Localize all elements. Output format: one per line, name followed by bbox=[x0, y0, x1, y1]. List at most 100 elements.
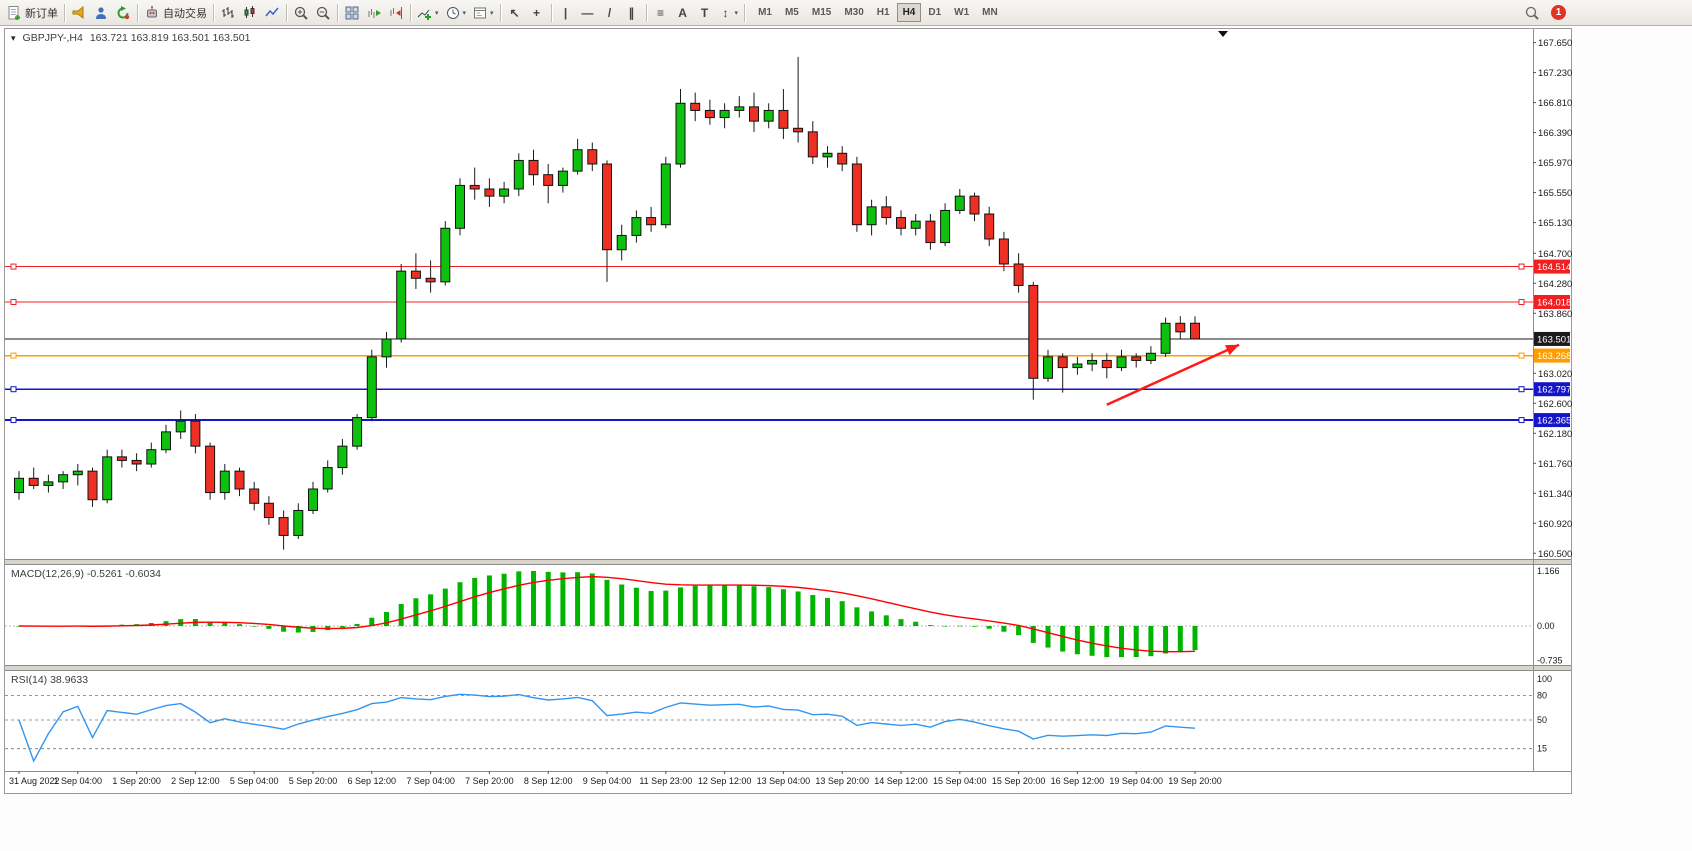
timeframe-button-m30[interactable]: M30 bbox=[844, 7, 864, 18]
svg-text:163.268: 163.268 bbox=[1537, 351, 1571, 362]
svg-text:19 Sep 20:00: 19 Sep 20:00 bbox=[1168, 776, 1222, 786]
timeframe-button-d1[interactable]: D1 bbox=[928, 7, 942, 18]
clock-icon bbox=[446, 6, 459, 19]
new-order-label: 新订单 bbox=[25, 7, 58, 20]
crosshair-button[interactable]: + bbox=[526, 2, 548, 23]
price-badge bbox=[1534, 382, 1570, 397]
svg-text:163.860: 163.860 bbox=[1538, 309, 1572, 320]
templates-button[interactable]: ▾ bbox=[469, 2, 497, 23]
rsi-line bbox=[18, 693, 1196, 763]
zoom-in-button[interactable] bbox=[290, 2, 312, 23]
autoscroll-button[interactable] bbox=[363, 2, 385, 23]
text-button[interactable]: A bbox=[672, 2, 694, 23]
autotrading-button[interactable]: 自动交易 bbox=[141, 2, 210, 23]
chart-shift-icon bbox=[390, 6, 402, 19]
chart-title: ▾ GBPJPY-,H4 163.721 163.819 163.501 163… bbox=[11, 32, 250, 44]
svg-text:31 Aug 2022: 31 Aug 2022 bbox=[9, 776, 60, 786]
notification-badge[interactable]: 1 bbox=[1551, 5, 1566, 20]
fibonacci-icon: ≡ bbox=[657, 5, 665, 20]
chevron-down-icon: ▾ bbox=[490, 9, 494, 17]
toolbar-separator bbox=[645, 3, 647, 22]
vertical-line-button[interactable]: | bbox=[555, 2, 577, 23]
price-badge bbox=[1534, 331, 1570, 346]
candlestick-chart-button[interactable] bbox=[239, 2, 261, 23]
new-order-button[interactable]: 新订单 bbox=[3, 2, 61, 23]
toolbar-separator bbox=[337, 3, 338, 22]
svg-text:50: 50 bbox=[1537, 715, 1547, 725]
label-button[interactable]: T bbox=[694, 2, 716, 23]
trendline-icon: / bbox=[607, 5, 612, 20]
trendline-button[interactable]: / bbox=[599, 2, 621, 23]
price-badge bbox=[1534, 295, 1570, 309]
application: 新订单 自动交易 bbox=[0, 0, 1692, 794]
timeframe-button-m5[interactable]: M5 bbox=[784, 7, 799, 18]
profile-button[interactable] bbox=[90, 2, 112, 23]
bar-chart-button[interactable] bbox=[217, 2, 239, 23]
channel-button[interactable]: ∥ bbox=[621, 2, 643, 23]
fibonacci-button[interactable]: ≡ bbox=[650, 2, 672, 23]
cursor-icon: ↖ bbox=[509, 5, 520, 20]
svg-text:-0.735: -0.735 bbox=[1537, 656, 1563, 666]
svg-text:164.280: 164.280 bbox=[1538, 279, 1572, 290]
horizontal-lines[interactable] bbox=[5, 266, 1533, 422]
chart-shift-marker[interactable] bbox=[1218, 31, 1228, 37]
svg-text:166.810: 166.810 bbox=[1538, 98, 1572, 109]
refresh-button[interactable] bbox=[112, 2, 134, 23]
profile-icon bbox=[96, 6, 106, 19]
svg-text:163.020: 163.020 bbox=[1538, 369, 1572, 380]
line-chart-icon bbox=[265, 7, 279, 16]
svg-text:7 Sep 20:00: 7 Sep 20:00 bbox=[465, 776, 514, 786]
timeframe-button-w1[interactable]: W1 bbox=[954, 7, 970, 18]
svg-text:7 Sep 04:00: 7 Sep 04:00 bbox=[406, 776, 455, 786]
chart-shift-button[interactable] bbox=[385, 2, 407, 23]
megaphone-icon bbox=[72, 5, 84, 19]
svg-text:12 Sep 12:00: 12 Sep 12:00 bbox=[698, 776, 752, 786]
svg-text:163.501: 163.501 bbox=[1537, 334, 1571, 345]
svg-text:13 Sep 04:00: 13 Sep 04:00 bbox=[757, 776, 811, 786]
horizontal-line-icon: — bbox=[581, 5, 594, 20]
timeframe-button-m15[interactable]: M15 bbox=[811, 7, 832, 18]
timeframe-toolbar: M1 M5 M15 M30 H1 H4 D1 W1 MN bbox=[752, 3, 1004, 22]
tile-windows-button[interactable] bbox=[341, 2, 363, 23]
timeframe-button-h1[interactable]: H1 bbox=[876, 7, 890, 18]
timeframe-button-m1[interactable]: M1 bbox=[758, 7, 772, 18]
svg-text:165.550: 165.550 bbox=[1538, 188, 1572, 199]
cursor-button[interactable]: ↖ bbox=[504, 2, 526, 23]
svg-text:167.650: 167.650 bbox=[1538, 38, 1572, 49]
alerts-button[interactable] bbox=[68, 2, 90, 23]
svg-text:162.600: 162.600 bbox=[1538, 399, 1572, 410]
trend-arrow[interactable] bbox=[1106, 343, 1240, 406]
timeframe-button-mn[interactable]: MN bbox=[982, 7, 998, 18]
zoom-out-icon bbox=[316, 6, 330, 20]
line-chart-button[interactable] bbox=[261, 2, 283, 23]
search-button[interactable] bbox=[1521, 2, 1543, 23]
zoom-out-button[interactable] bbox=[312, 2, 334, 23]
toolbar-separator bbox=[213, 3, 214, 22]
price-badge bbox=[1534, 348, 1570, 363]
toolbar-separator bbox=[744, 3, 746, 22]
horizontal-line-button[interactable]: — bbox=[577, 2, 599, 23]
price-axis[interactable]: 167.650 167.230 166.810 166.390 165.970 165.5… bbox=[1533, 38, 1572, 560]
price-badges: 164.514 164.018 163.501 163.268 162.797 162.3… bbox=[10, 259, 1571, 428]
collapse-icon[interactable]: ▾ bbox=[11, 32, 16, 43]
svg-text:15 Sep 20:00: 15 Sep 20:00 bbox=[992, 776, 1046, 786]
svg-text:8 Sep 12:00: 8 Sep 12:00 bbox=[524, 776, 573, 786]
svg-text:5 Sep 20:00: 5 Sep 20:00 bbox=[289, 776, 338, 786]
chart-canvas[interactable]: 167.650 167.230 166.810 166.390 165.970 165.5… bbox=[5, 29, 1572, 791]
chevron-down-icon: ▾ bbox=[462, 9, 467, 17]
svg-text:15 Sep 04:00: 15 Sep 04:00 bbox=[933, 776, 987, 786]
rsi-panel[interactable]: 100 80 50 15 bbox=[5, 674, 1552, 763]
periods-button[interactable]: ▾ bbox=[442, 2, 470, 23]
candles[interactable] bbox=[14, 56, 1200, 550]
macd-panel[interactable]: 1.166 0.00 -0.735 bbox=[5, 566, 1563, 666]
indicators-button[interactable]: ▾ bbox=[414, 2, 442, 23]
svg-text:166.390: 166.390 bbox=[1538, 128, 1572, 139]
autoscroll-icon bbox=[368, 8, 381, 18]
crosshair-icon: + bbox=[533, 5, 541, 20]
toolbar-right-group: 1 bbox=[1521, 2, 1566, 23]
timeframe-button-h4[interactable]: H4 bbox=[896, 3, 922, 22]
arrows-button[interactable]: ↕ ▾ bbox=[716, 2, 742, 23]
toolbar-separator bbox=[137, 3, 138, 22]
svg-text:5 Sep 04:00: 5 Sep 04:00 bbox=[230, 776, 279, 786]
